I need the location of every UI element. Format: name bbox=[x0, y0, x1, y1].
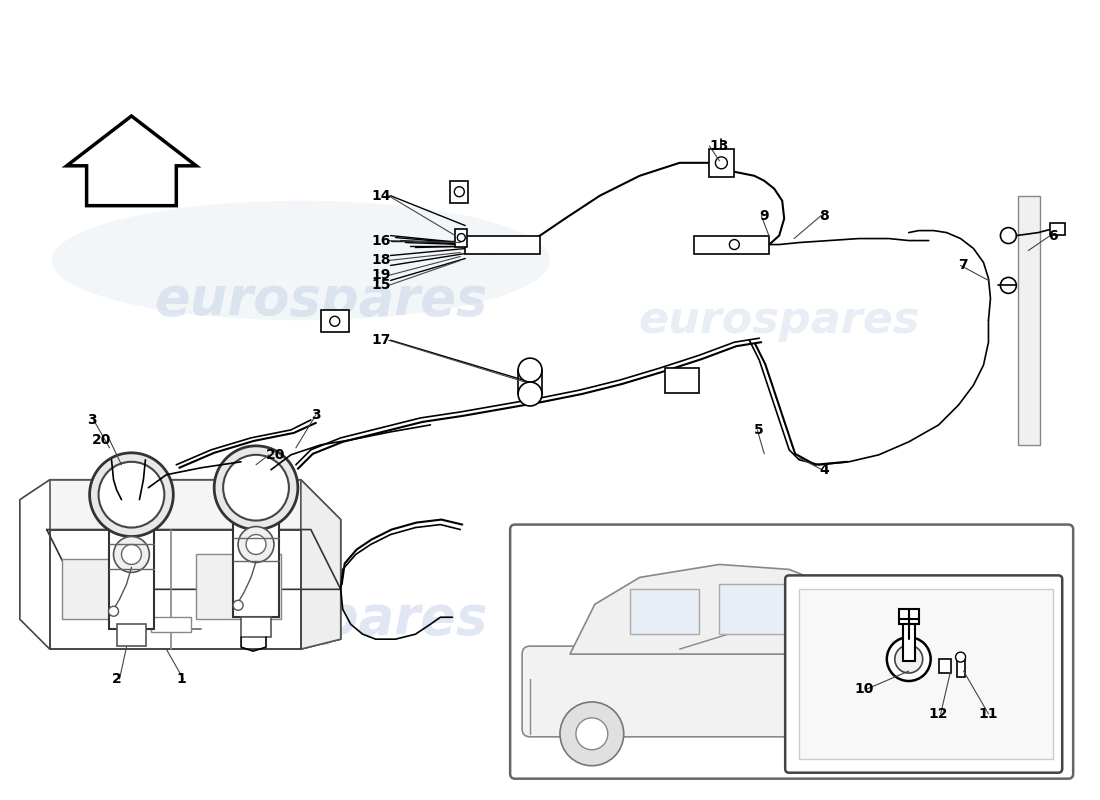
Bar bbox=[629, 590, 700, 634]
Circle shape bbox=[894, 645, 923, 673]
Bar bbox=[938, 659, 950, 673]
Bar bbox=[233, 493, 279, 618]
Circle shape bbox=[454, 186, 464, 197]
Polygon shape bbox=[50, 530, 301, 649]
Bar bbox=[241, 618, 271, 637]
Circle shape bbox=[458, 234, 465, 242]
Text: 3: 3 bbox=[87, 413, 97, 427]
Circle shape bbox=[223, 455, 289, 521]
Polygon shape bbox=[67, 116, 196, 206]
Polygon shape bbox=[50, 480, 301, 530]
Circle shape bbox=[887, 637, 931, 681]
Circle shape bbox=[729, 239, 739, 250]
Text: 17: 17 bbox=[371, 334, 390, 347]
Text: 12: 12 bbox=[928, 707, 948, 721]
Circle shape bbox=[518, 358, 542, 382]
Circle shape bbox=[214, 446, 298, 530]
Text: 8: 8 bbox=[820, 209, 828, 222]
Circle shape bbox=[121, 545, 142, 565]
FancyBboxPatch shape bbox=[510, 525, 1074, 778]
Bar bbox=[694, 235, 769, 254]
Circle shape bbox=[1000, 278, 1016, 294]
Bar bbox=[152, 618, 191, 632]
Circle shape bbox=[518, 382, 542, 406]
Circle shape bbox=[825, 718, 857, 750]
Text: eurospares: eurospares bbox=[154, 274, 487, 326]
Circle shape bbox=[113, 537, 150, 572]
Circle shape bbox=[89, 453, 174, 537]
Text: 15: 15 bbox=[371, 278, 390, 292]
Bar bbox=[465, 235, 540, 254]
Bar bbox=[710, 149, 735, 177]
Polygon shape bbox=[570, 565, 894, 654]
Text: 7: 7 bbox=[958, 258, 968, 273]
Text: 20: 20 bbox=[266, 448, 285, 462]
Bar bbox=[719, 584, 799, 634]
Bar bbox=[957, 659, 965, 677]
Text: 16: 16 bbox=[371, 234, 390, 247]
Polygon shape bbox=[301, 480, 341, 649]
Text: eurospares: eurospares bbox=[638, 298, 920, 342]
Circle shape bbox=[1000, 228, 1016, 243]
Circle shape bbox=[715, 157, 727, 169]
Bar bbox=[450, 181, 469, 202]
Circle shape bbox=[246, 534, 266, 554]
Circle shape bbox=[238, 526, 274, 562]
Bar bbox=[455, 229, 468, 246]
FancyBboxPatch shape bbox=[522, 646, 906, 737]
Bar bbox=[664, 368, 700, 393]
FancyBboxPatch shape bbox=[785, 575, 1063, 773]
Circle shape bbox=[109, 606, 119, 616]
Circle shape bbox=[99, 462, 164, 527]
Bar bbox=[109, 500, 154, 630]
Bar bbox=[196, 554, 280, 619]
Text: 13: 13 bbox=[710, 139, 729, 153]
Circle shape bbox=[560, 702, 624, 766]
Circle shape bbox=[956, 652, 966, 662]
Text: 18: 18 bbox=[371, 254, 390, 267]
Circle shape bbox=[330, 316, 340, 326]
Text: 6: 6 bbox=[1048, 229, 1058, 242]
Bar bbox=[1050, 222, 1065, 234]
Bar bbox=[799, 590, 1053, 758]
Text: 5: 5 bbox=[755, 423, 764, 437]
Bar bbox=[899, 610, 918, 624]
Text: 11: 11 bbox=[979, 707, 998, 721]
Text: 1: 1 bbox=[176, 672, 186, 686]
Circle shape bbox=[576, 718, 608, 750]
Text: 19: 19 bbox=[371, 269, 390, 282]
Text: 9: 9 bbox=[759, 209, 769, 222]
Text: eurospares: eurospares bbox=[154, 594, 487, 646]
Bar bbox=[903, 619, 915, 661]
Bar bbox=[62, 559, 142, 619]
Text: 20: 20 bbox=[92, 433, 111, 447]
Text: 2: 2 bbox=[112, 672, 121, 686]
Bar bbox=[117, 624, 146, 646]
Text: 4: 4 bbox=[820, 462, 828, 477]
Text: 14: 14 bbox=[371, 189, 390, 202]
Text: 3: 3 bbox=[311, 408, 320, 422]
Circle shape bbox=[233, 600, 243, 610]
Text: 10: 10 bbox=[855, 682, 873, 696]
Bar bbox=[1019, 196, 1041, 445]
Bar bbox=[321, 310, 349, 332]
Ellipse shape bbox=[52, 201, 550, 320]
Circle shape bbox=[810, 702, 873, 766]
